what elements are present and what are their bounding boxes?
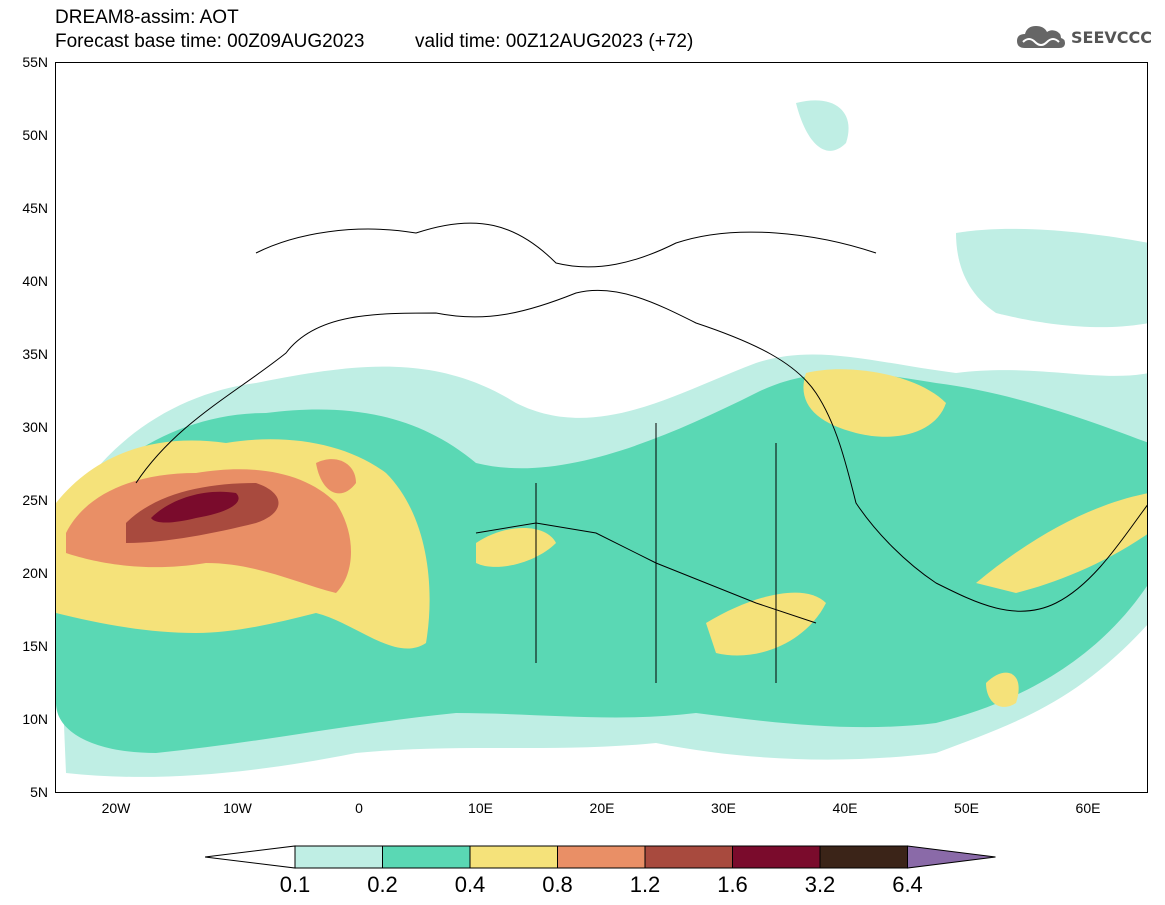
colorbar-label: 0.2 bbox=[367, 872, 398, 897]
cloud-icon bbox=[1017, 26, 1065, 48]
latitude-label: 20N bbox=[22, 565, 48, 581]
longitude-label: 60E bbox=[1075, 800, 1101, 816]
colorbar-label: 0.1 bbox=[279, 872, 311, 897]
chart-header: DREAM8-assim: AOT Forecast base time: 00… bbox=[55, 6, 693, 54]
latitude-label: 30N bbox=[22, 419, 48, 435]
latitude-label: 5N bbox=[30, 784, 48, 800]
longitude-label: 20W bbox=[101, 800, 131, 816]
colorbar-label: 1.2 bbox=[629, 872, 661, 897]
aot-field-0-4 bbox=[706, 592, 826, 656]
longitude-label: 20E bbox=[589, 800, 615, 816]
aot-field-0-1 bbox=[796, 100, 849, 151]
border bbox=[535, 423, 777, 683]
longitude-label: 0 bbox=[355, 800, 363, 816]
latitude-label: 25N bbox=[22, 492, 48, 508]
colorbar-segment bbox=[382, 845, 471, 869]
coastline bbox=[255, 222, 877, 268]
aot-field-0-4 bbox=[803, 369, 946, 437]
latitude-label: 50N bbox=[22, 127, 48, 143]
coastline bbox=[135, 289, 1147, 612]
colorbar-label: 0.8 bbox=[542, 872, 573, 897]
longitude-label: 10W bbox=[223, 800, 252, 816]
longitude-label: 50E bbox=[954, 800, 979, 816]
colorbar-segment bbox=[819, 845, 908, 869]
base-time: Forecast base time: 00Z09AUG2023 bbox=[55, 31, 365, 52]
latitude-label: 15N bbox=[22, 638, 48, 654]
latitude-label: 35N bbox=[22, 346, 48, 362]
latitude-label: 40N bbox=[22, 273, 48, 289]
colorbar-label: 3.2 bbox=[804, 872, 836, 897]
colorbar-segment bbox=[557, 845, 646, 869]
aot-field-0-4 bbox=[986, 672, 1019, 707]
colorbar-label: 0.4 bbox=[454, 872, 486, 897]
colorbar-high-arrow bbox=[907, 845, 996, 869]
longitude-label: 10E bbox=[468, 800, 493, 816]
colorbar bbox=[205, 845, 996, 869]
colorbar-segment bbox=[732, 845, 821, 869]
colorbar-segment bbox=[644, 845, 733, 869]
longitude-label: 40E bbox=[832, 800, 858, 816]
colorbar-segment bbox=[469, 845, 558, 869]
longitude-label: 30E bbox=[711, 800, 736, 816]
aot-map bbox=[56, 100, 1147, 777]
time-row: Forecast base time: 00Z09AUG2023 valid t… bbox=[55, 30, 693, 54]
chart-title: DREAM8-assim: AOT bbox=[55, 7, 239, 28]
colorbar-segment bbox=[294, 845, 383, 869]
colorbar-low-arrow bbox=[205, 845, 296, 869]
latitude-label: 10N bbox=[22, 711, 48, 727]
colorbar-label: 6.4 bbox=[892, 872, 923, 897]
latitude-label: 45N bbox=[22, 200, 48, 216]
colorbar-label: 1.6 bbox=[717, 872, 748, 897]
valid-time: valid time: 00Z12AUG2023 (+72) bbox=[415, 31, 694, 52]
aot-field-1-6 bbox=[151, 491, 239, 523]
seevccc-logo: SEEVCCC bbox=[1015, 22, 1152, 52]
aot-field-0-4 bbox=[976, 493, 1147, 593]
map-frame bbox=[55, 62, 1148, 793]
aot-field-0-1 bbox=[956, 228, 1147, 328]
logo-text: SEEVCCC bbox=[1071, 27, 1152, 47]
aot-field-0-8 bbox=[316, 459, 356, 494]
latitude-label: 55N bbox=[22, 54, 48, 70]
